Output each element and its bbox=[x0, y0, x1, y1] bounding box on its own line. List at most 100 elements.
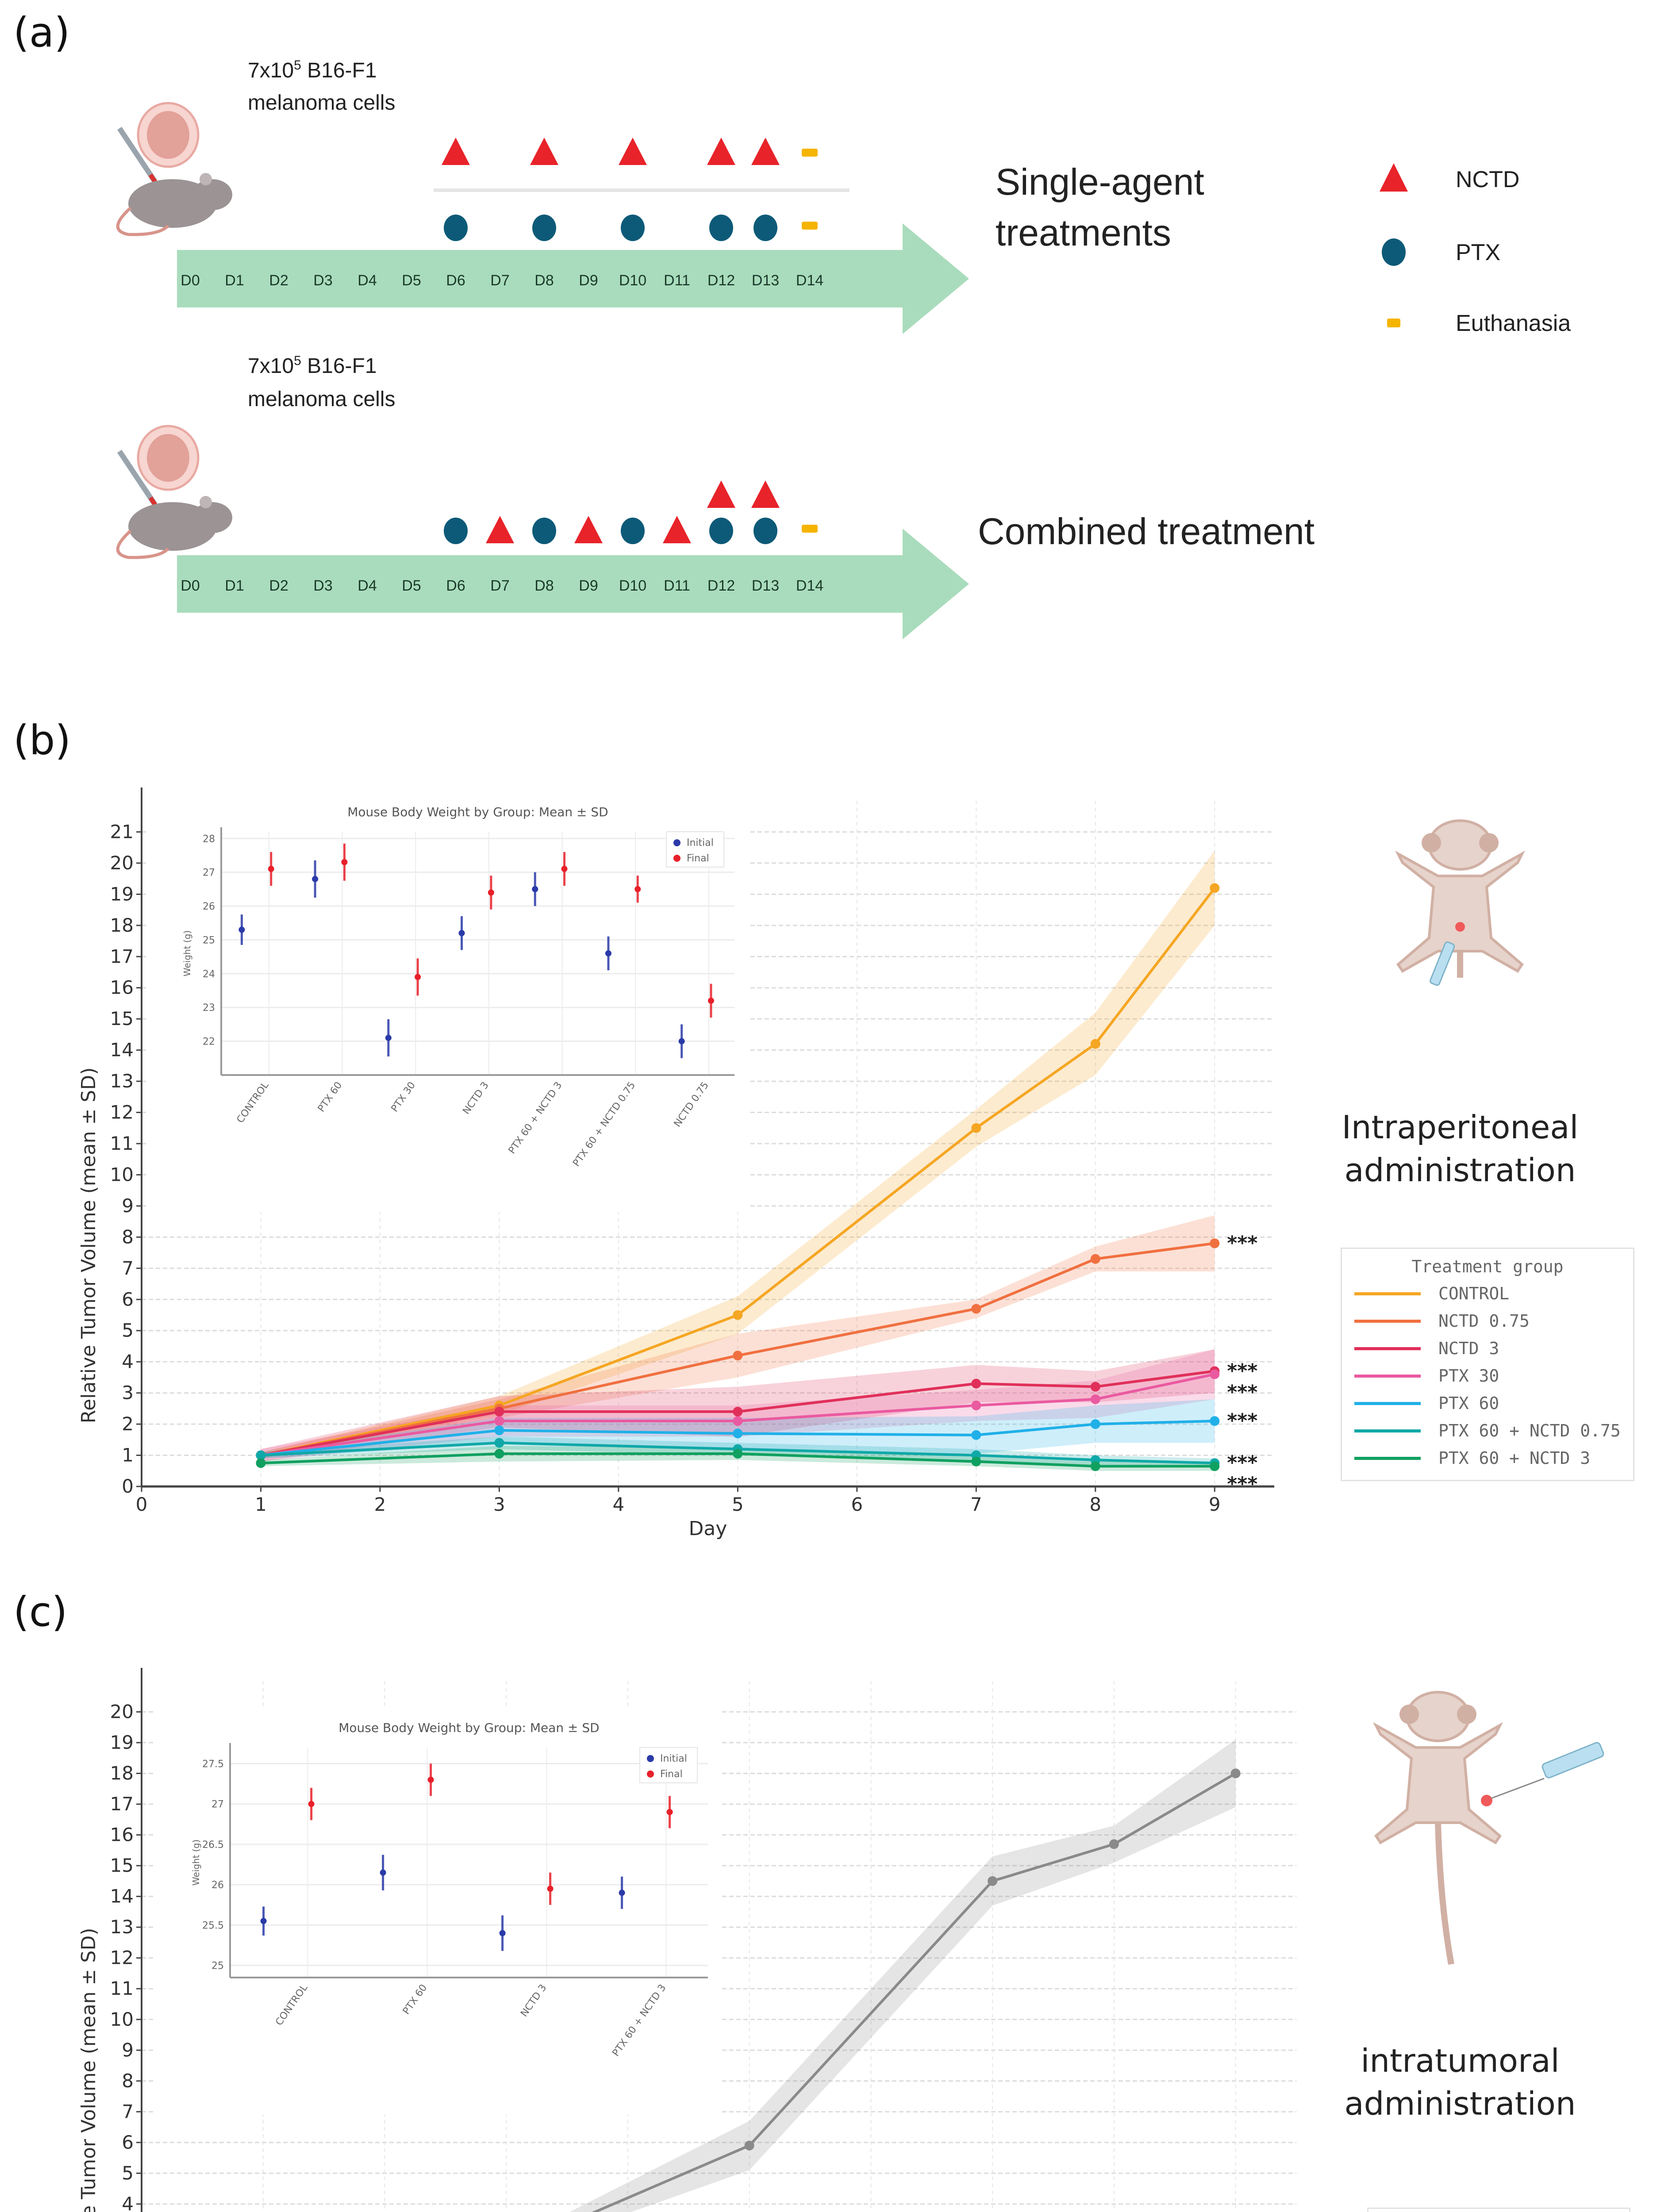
euthanasia-dash-icon bbox=[802, 222, 818, 230]
inset-point-initial bbox=[238, 926, 245, 933]
inset-point-final bbox=[268, 866, 274, 872]
legend-swatch bbox=[1354, 1319, 1421, 1323]
y-tick-label: 17 bbox=[110, 1793, 134, 1815]
y-tick-label: 20 bbox=[110, 852, 134, 874]
syringe-icon bbox=[1542, 1742, 1604, 1778]
combined-day-label: D5 bbox=[402, 577, 421, 594]
legend-item: PTX 60 + NCTD 3 bbox=[1354, 1444, 1621, 1472]
mouse-ear-icon bbox=[200, 496, 212, 508]
inset-legend-marker bbox=[673, 839, 680, 846]
data-point-control bbox=[971, 1123, 981, 1133]
y-tick-label: 12 bbox=[110, 1947, 134, 1969]
y-tick-label: 2 bbox=[122, 1413, 134, 1435]
legend-b: Treatment group CONTROL NCTD 0.75 NCTD 3 PT… bbox=[1341, 1248, 1634, 1481]
mouse-ear-icon bbox=[1457, 1705, 1476, 1724]
side-title-line1: Intraperitoneal bbox=[1342, 1109, 1579, 1146]
data-point-ptx-60-nctd-3 bbox=[1210, 1461, 1220, 1471]
y-tick-label: 6 bbox=[122, 2131, 134, 2153]
ptx-circle-icon bbox=[709, 215, 733, 241]
mouse-ear-icon bbox=[1422, 833, 1441, 853]
panel-c-label: (c) bbox=[13, 1588, 68, 1636]
y-tick-label: 9 bbox=[122, 1195, 134, 1217]
euthanasia-dash-icon bbox=[802, 149, 818, 157]
ptx-circle-icon bbox=[444, 215, 468, 241]
legend-label: NCTD 3 bbox=[1438, 1339, 1499, 1358]
ptx-circle-icon bbox=[753, 215, 777, 241]
data-point-ptx-60 bbox=[494, 1425, 504, 1436]
series-line-control bbox=[260, 887, 1216, 1457]
data-point-ptx-60 bbox=[971, 1430, 981, 1440]
nctd-triangle-icon bbox=[663, 516, 691, 543]
mouse-tail-icon bbox=[116, 207, 169, 236]
single-day-label: D11 bbox=[664, 272, 690, 289]
legend-swatch bbox=[1354, 1292, 1421, 1295]
legend-item: PTX 30 bbox=[1354, 1362, 1621, 1390]
inset-point-initial bbox=[499, 1930, 506, 1936]
legend-label: NCTD bbox=[1456, 167, 1519, 192]
inset-point-initial bbox=[619, 1889, 625, 1896]
inset-y-tick-label: 25 bbox=[203, 935, 215, 946]
data-point-control bbox=[1210, 883, 1220, 893]
inset-background bbox=[146, 792, 748, 1212]
injection-site-icon bbox=[1455, 922, 1465, 932]
legend-nctd-icon bbox=[1380, 163, 1408, 192]
significance-annotation: *** bbox=[1227, 1473, 1257, 1495]
inset-point-initial bbox=[458, 930, 465, 937]
cells-label-line2: melanoma cells bbox=[248, 91, 395, 115]
mouse-tail-icon bbox=[1435, 1822, 1454, 1965]
x-tick-label: 8 bbox=[1089, 1494, 1101, 1515]
inset-y-tick-label: 27 bbox=[203, 868, 215, 879]
mouse-ear-icon bbox=[200, 173, 212, 185]
legend-swatch bbox=[1354, 1374, 1421, 1378]
data-point-control bbox=[1090, 1039, 1100, 1049]
data-point-ptx-30 bbox=[1090, 1394, 1100, 1404]
combined-scheme: 7x105 B16-F1 melanoma cells D0 D1 D2 D3 D4 D5 D6… bbox=[116, 353, 1315, 639]
data-point-ptx-30 bbox=[733, 1416, 743, 1426]
single-agent-scheme: 7x105 B16-F1 melanoma cells D0 D1 D2 D3 D4 D5 D6… bbox=[116, 58, 1204, 334]
inset-y-tick-label: 24 bbox=[203, 969, 215, 980]
inset-y-tick-label: 23 bbox=[203, 1002, 215, 1014]
inset-legend-marker bbox=[647, 1755, 654, 1762]
combined-day-label: D3 bbox=[313, 577, 332, 594]
euthanasia-dash-icon bbox=[802, 525, 818, 533]
data-point-nctd-3 bbox=[971, 1379, 981, 1389]
combined-day-label: D7 bbox=[490, 577, 509, 594]
single-day-label: D6 bbox=[446, 272, 465, 289]
single-day-label: D0 bbox=[181, 272, 200, 289]
ptx-circle-icon bbox=[532, 215, 556, 241]
single-day-label: D1 bbox=[225, 272, 244, 289]
inset-title: Mouse Body Weight by Group: Mean ± SD bbox=[338, 1720, 600, 1735]
nctd-triangle-icon bbox=[751, 138, 780, 165]
legend-swatch bbox=[1354, 1347, 1421, 1350]
sd-band-nctd-3 bbox=[261, 1349, 1215, 1462]
single-day-label: D3 bbox=[313, 272, 332, 289]
data-point-ptx-60-nctd-3 bbox=[971, 1456, 981, 1467]
data-point-ptx-30 bbox=[1210, 1369, 1220, 1379]
legend-ptx-icon bbox=[1382, 238, 1406, 266]
inset-legend-label: Initial bbox=[660, 1753, 687, 1764]
mouse-body-icon bbox=[1372, 1722, 1503, 1844]
inset-y-tick-label: 22 bbox=[203, 1037, 215, 1048]
inset-y-tick-label: 27.5 bbox=[202, 1759, 224, 1770]
chart-c: 0123456789101112131415161718192001234567… bbox=[77, 1668, 1296, 2212]
series-line-ptx-60-nctd-0-75 bbox=[261, 1441, 1215, 1465]
inset-point-final bbox=[707, 997, 714, 1004]
y-tick-label: 7 bbox=[122, 1257, 134, 1279]
y-tick-label: 1 bbox=[122, 1444, 134, 1466]
inset-y-tick-label: 28 bbox=[203, 833, 215, 845]
cell-cluster-icon bbox=[147, 434, 189, 482]
single-agent-title-line1: Single-agent bbox=[996, 161, 1204, 203]
single-day-label: D12 bbox=[707, 272, 735, 289]
data-point-control bbox=[733, 1310, 743, 1320]
data-point-ptx-60 bbox=[733, 1429, 743, 1439]
combined-day-label: D11 bbox=[664, 577, 690, 594]
inset-point-initial bbox=[260, 1918, 267, 1924]
inset-y-tick-label: 25.5 bbox=[202, 1920, 224, 1931]
panel-a-label: (a) bbox=[13, 9, 70, 56]
y-tick-label: 12 bbox=[110, 1102, 134, 1123]
inset-point-initial bbox=[532, 886, 538, 892]
x-tick-label: 0 bbox=[136, 1494, 148, 1515]
data-point-control bbox=[1230, 1768, 1241, 1778]
